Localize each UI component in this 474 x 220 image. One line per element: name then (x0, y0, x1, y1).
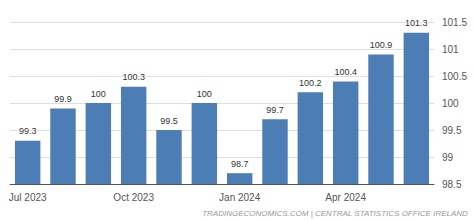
svg-text:100: 100 (442, 98, 459, 109)
svg-text:99.3: 99.3 (19, 126, 37, 136)
svg-text:100: 100 (91, 89, 106, 99)
svg-text:100.3: 100.3 (122, 72, 145, 82)
svg-text:Jul 2023: Jul 2023 (9, 192, 47, 203)
svg-text:Jan 2024: Jan 2024 (219, 192, 261, 203)
svg-text:99.5: 99.5 (442, 125, 462, 136)
svg-text:99.7: 99.7 (266, 105, 284, 115)
svg-text:99.5: 99.5 (160, 116, 178, 126)
svg-text:100.9: 100.9 (370, 40, 393, 50)
svg-text:101.3: 101.3 (405, 18, 428, 28)
svg-text:101: 101 (442, 44, 459, 55)
svg-text:TRADINGECONOMICS.COM | CENTRAL: TRADINGECONOMICS.COM | CENTRAL STATISTIC… (202, 209, 468, 218)
svg-text:Apr 2024: Apr 2024 (325, 192, 366, 203)
svg-text:99: 99 (442, 152, 454, 163)
svg-text:100: 100 (197, 89, 212, 99)
svg-text:100.2: 100.2 (299, 78, 322, 88)
svg-text:100.5: 100.5 (442, 71, 467, 82)
svg-text:98.7: 98.7 (231, 159, 249, 169)
svg-text:100.4: 100.4 (334, 67, 357, 77)
svg-text:101.5: 101.5 (442, 17, 467, 28)
svg-text:98.5: 98.5 (442, 179, 462, 190)
svg-text:Oct 2023: Oct 2023 (113, 192, 154, 203)
svg-text:99.9: 99.9 (54, 94, 72, 104)
